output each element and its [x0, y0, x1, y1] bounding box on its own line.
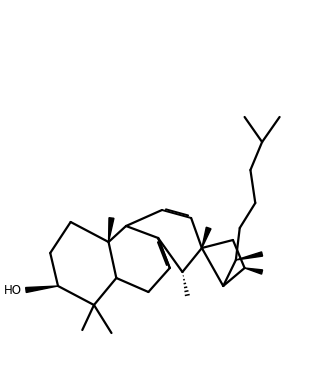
Polygon shape	[108, 218, 114, 242]
Polygon shape	[245, 268, 263, 274]
Polygon shape	[202, 227, 211, 248]
Text: HO: HO	[4, 283, 22, 296]
Polygon shape	[26, 286, 58, 292]
Polygon shape	[236, 252, 263, 260]
